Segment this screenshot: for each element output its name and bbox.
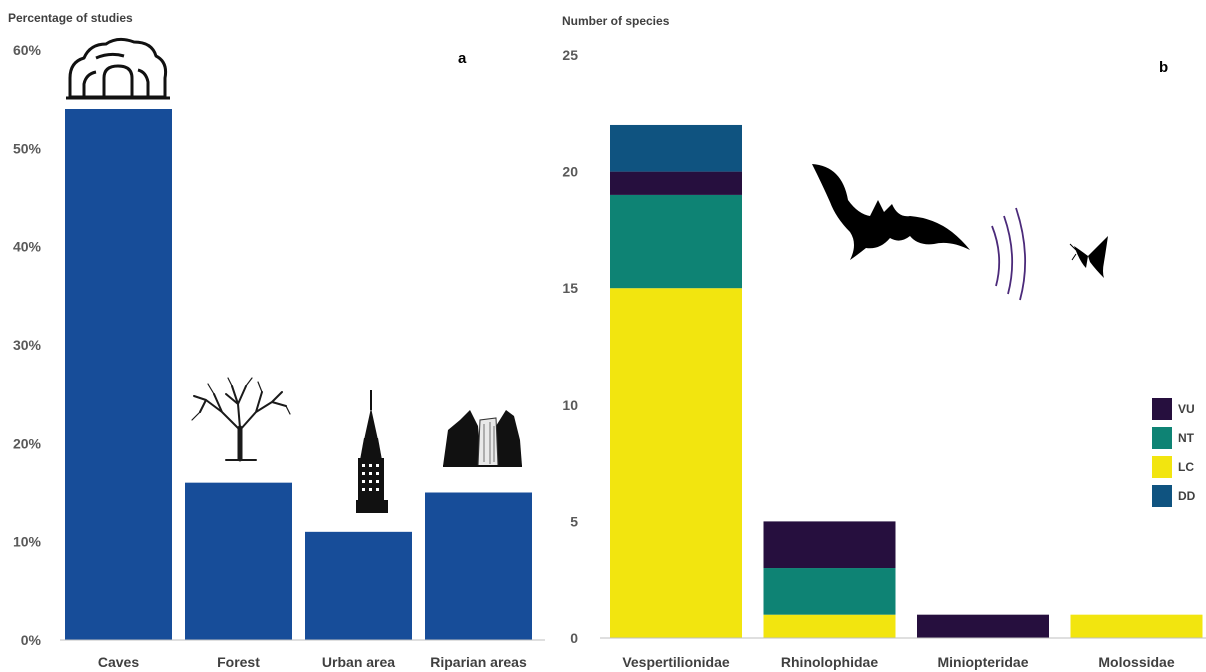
panel-b-y-tick-label: 20 (562, 164, 578, 180)
legend-swatch-lc (1152, 456, 1172, 478)
panel-a-x-labels: Caves Forest Urban area Riparian areas (98, 654, 527, 670)
tree-icon (191, 377, 291, 462)
legend-label-lc: LC (1178, 460, 1194, 474)
panel-a-bar (65, 109, 172, 640)
panel-b-x-labels: Vespertilionidae Rhinolophidae Miniopterid… (622, 654, 1175, 670)
legend-swatch-vu (1152, 398, 1172, 420)
panel-b-y-tick-label: 0 (570, 630, 578, 646)
panel-b-y-axis-title: Number of species (562, 14, 670, 28)
legend-label-nt: NT (1178, 431, 1195, 445)
panel-b-y-tick-label: 15 (562, 280, 578, 296)
legend-label-vu: VU (1178, 402, 1195, 416)
panel-a-y-tick-label: 0% (21, 632, 42, 648)
panel-a-bar (305, 531, 412, 640)
panel-b-bar-segment-nt (610, 194, 742, 289)
panel-b-bar-segment-nt (763, 568, 896, 615)
panel-b-y-tick-label: 25 (562, 47, 578, 63)
panel-b-tag: b (1159, 59, 1168, 76)
bat-icon (812, 164, 970, 260)
panel-b-bar-segment-lc (610, 288, 742, 638)
panel-b-y-ticks: 0 5 10 15 20 25 (562, 47, 578, 646)
panel-b-bar-segment-dd (610, 124, 742, 172)
panel-b-legend: VU NT LC DD (1152, 398, 1196, 507)
panel-a-category-label: Urban area (322, 654, 395, 670)
panel-a-bar (185, 482, 292, 640)
panel-b-bar-segment-vu (763, 521, 896, 569)
panel-b-bars (610, 124, 1203, 638)
cave-icon (66, 37, 170, 100)
panel-a-y-axis-title: Percentage of studies (8, 11, 133, 25)
panel-a-y-tick-label: 20% (13, 435, 42, 451)
panel-b-category-label: Molossidae (1098, 654, 1174, 670)
panel-a-tag: a (458, 50, 467, 67)
legend-swatch-nt (1152, 427, 1172, 449)
panel-b-y-tick-label: 10 (562, 397, 578, 413)
panel-b-bar-segment-lc (1070, 614, 1203, 638)
panel-a-category-label: Forest (217, 654, 260, 670)
waterfall-icon (443, 410, 522, 467)
legend-swatch-dd (1152, 485, 1172, 507)
moth-icon (1069, 236, 1108, 278)
panel-a-y-tick-label: 50% (13, 140, 42, 156)
panel-a-y-ticks: 0% 10% 20% 30% 40% 50% 60% (13, 42, 42, 648)
panel-a-y-tick-label: 10% (13, 534, 42, 550)
panel-a-y-tick-label: 40% (13, 239, 42, 255)
panel-b-y-tick-label: 5 (570, 513, 578, 529)
legend-label-dd: DD (1178, 489, 1196, 503)
panel-b-bar-segment-vu (917, 614, 1049, 638)
panel-a-y-tick-label: 60% (13, 42, 42, 58)
panel-b-category-label: Vespertilionidae (622, 654, 730, 670)
panel-b-category-label: Miniopteridae (937, 654, 1028, 670)
echolocation-icon (991, 207, 1027, 301)
panel-a-bar (425, 492, 532, 640)
panel-a-y-tick-label: 30% (13, 337, 42, 353)
panel-a-category-label: Riparian areas (430, 654, 527, 670)
panel-b-bar-segment-vu (610, 171, 742, 195)
panel-a-category-label: Caves (98, 654, 139, 670)
panel-b-category-label: Rhinolophidae (781, 654, 878, 670)
panel-a-bars (65, 109, 532, 640)
skyscraper-icon (356, 390, 388, 513)
panel-b-bar-segment-lc (763, 614, 896, 638)
